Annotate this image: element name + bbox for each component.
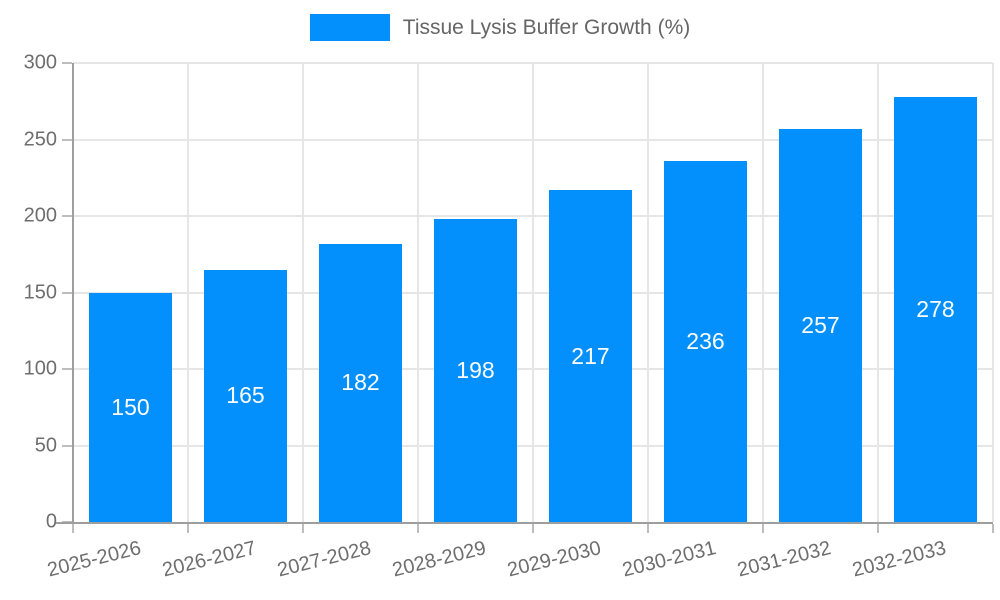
x-axis-category-label: 2031-2032	[734, 537, 833, 582]
x-gridline	[992, 63, 994, 522]
bar[interactable]: 257	[778, 128, 863, 522]
y-axis-line	[72, 63, 74, 522]
y-axis-tick-label: 300	[23, 51, 57, 74]
bar-value-label: 182	[341, 369, 380, 396]
x-axis-category-label: 2025-2026	[44, 537, 143, 582]
y-axis-tick	[62, 215, 72, 217]
x-axis-category-label: 2029-2030	[504, 537, 603, 582]
x-gridline	[647, 63, 649, 522]
x-gridline	[302, 63, 304, 522]
y-axis-tick-label: 150	[23, 281, 57, 303]
y-axis-tick	[62, 138, 72, 141]
bar-value-label: 257	[801, 311, 840, 338]
y-axis-tick	[62, 368, 72, 370]
legend-swatch	[309, 14, 390, 41]
plot-area: 0 50 100 150 200 250 300 150 165 182 198 217 236 257 2…	[24, 52, 994, 581]
x-axis-tick	[877, 524, 879, 533]
x-axis-category-label: 2028-2029	[389, 537, 488, 582]
x-axis-category-label: 2027-2028	[274, 537, 373, 582]
bar-value-label: 236	[686, 327, 725, 354]
bar[interactable]: 165	[203, 269, 288, 522]
x-gridline	[417, 63, 419, 522]
bar-value-label: 217	[571, 342, 610, 369]
x-gridline	[532, 63, 534, 522]
y-axis-tick-label: 50	[34, 434, 57, 456]
x-axis-tick	[532, 524, 534, 533]
bar[interactable]: 236	[663, 160, 748, 522]
x-axis-tick	[417, 524, 419, 533]
bar[interactable]: 198	[433, 219, 518, 522]
bar-value-label: 278	[916, 295, 955, 322]
x-gridline	[877, 63, 879, 522]
bar[interactable]: 217	[548, 190, 633, 522]
y-axis-tick-label: 0	[45, 510, 57, 533]
y-axis-tick	[62, 291, 72, 294]
y-axis-tick-label: 200	[23, 204, 57, 227]
x-axis-category-label: 2032-2033	[849, 537, 948, 582]
x-axis-line	[56, 522, 993, 524]
bar[interactable]: 278	[893, 96, 978, 522]
bar-value-label: 198	[456, 357, 495, 384]
bar[interactable]: 182	[318, 243, 403, 522]
x-axis-category-label: 2030-2031	[619, 537, 718, 582]
y-axis-tick	[62, 62, 72, 64]
y-axis-tick	[62, 444, 72, 447]
bar-value-label: 165	[226, 382, 265, 409]
y-axis-tick-label: 250	[23, 128, 57, 150]
x-gridline	[762, 63, 764, 522]
bar-value-label: 150	[111, 393, 150, 420]
bar[interactable]: 150	[88, 292, 173, 522]
legend-series-label: Tissue Lysis Buffer Growth (%)	[402, 15, 691, 39]
x-axis-tick	[302, 524, 304, 533]
x-axis-tick	[762, 524, 764, 533]
x-axis-tick	[992, 524, 994, 533]
y-axis-tick-label: 100	[23, 357, 57, 380]
x-axis-tick	[647, 524, 649, 533]
x-axis-tick	[72, 524, 74, 533]
x-gridline	[187, 63, 189, 522]
x-axis-category-label: 2026-2027	[159, 537, 258, 582]
legend: Tissue Lysis Buffer Growth (%)	[0, 14, 1000, 41]
x-axis-tick	[187, 524, 189, 533]
